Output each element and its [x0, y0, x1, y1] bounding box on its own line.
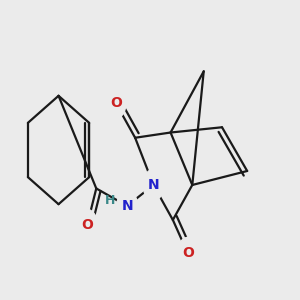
- Circle shape: [77, 209, 98, 241]
- Circle shape: [117, 190, 137, 222]
- Text: O: O: [182, 246, 194, 260]
- Text: N: N: [148, 178, 159, 192]
- Text: O: O: [81, 218, 93, 232]
- Circle shape: [105, 87, 126, 119]
- Circle shape: [143, 169, 164, 201]
- Text: O: O: [110, 96, 122, 110]
- Circle shape: [177, 237, 198, 269]
- Text: H: H: [105, 194, 115, 207]
- Text: N: N: [121, 199, 133, 213]
